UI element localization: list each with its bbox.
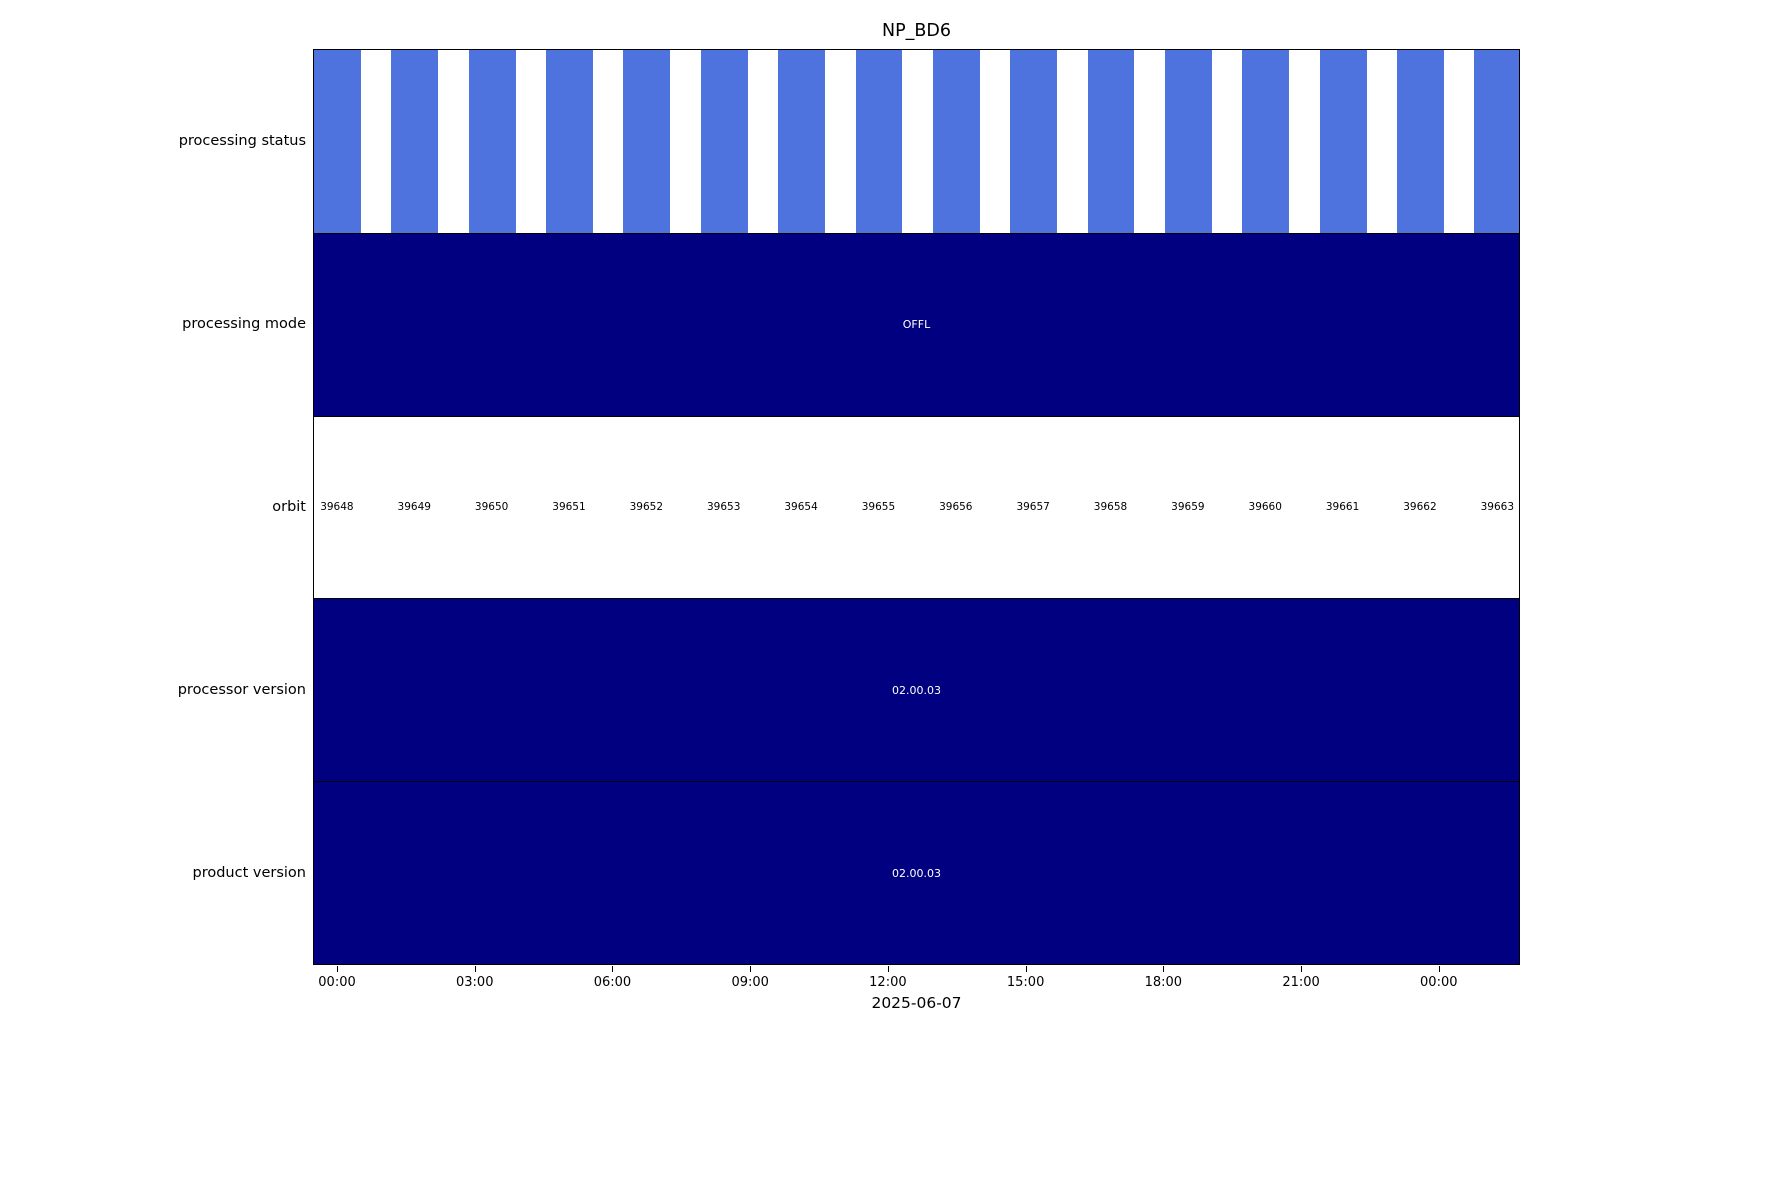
orbit-number: 39658 (1093, 501, 1128, 514)
status-bar-orbit-39662 (1397, 50, 1444, 233)
orbit-number: 39650 (474, 501, 509, 514)
status-bar-orbit-39661 (1319, 50, 1367, 233)
y-axis-label: processor version (177, 682, 306, 698)
y-axis-label: orbit (272, 499, 306, 515)
x-tick-mark (1438, 966, 1440, 972)
status-bar-orbit-39657 (1010, 50, 1058, 233)
processor-version-band-label: 02.00.03 (892, 683, 941, 697)
orbit-number: 39662 (1403, 501, 1437, 514)
x-tick-label: 09:00 (731, 975, 769, 990)
processing-mode-band-label: OFFL (902, 318, 931, 332)
status-bar-orbit-39649 (391, 50, 439, 233)
x-tick-label: 12:00 (869, 975, 907, 990)
x-tick-label: 18:00 (1144, 975, 1183, 990)
y-axis-label: product version (192, 865, 307, 881)
x-tick-mark (1163, 966, 1165, 972)
orbit-number: 39649 (397, 501, 431, 514)
x-tick-label: 06:00 (593, 975, 632, 990)
x-tick-mark (750, 966, 752, 972)
status-bar-orbit-39648 (314, 50, 361, 233)
orbit-number: 39656 (939, 501, 973, 514)
orbit-number: 39663 (1480, 501, 1514, 514)
status-bar-orbit-39656 (932, 50, 980, 233)
x-axis-date-label: 2025-06-07 (871, 994, 962, 1012)
orbit-number: 39654 (784, 501, 818, 514)
status-bar-orbit-39658 (1087, 50, 1135, 233)
status-bar-orbit-39653 (700, 50, 748, 233)
x-tick-label: 03:00 (456, 975, 494, 990)
chart-title: NP_BD6 (881, 21, 951, 41)
status-bar-orbit-39663 (1474, 50, 1519, 233)
x-tick-label: 00:00 (318, 975, 356, 990)
x-tick-label: 15:00 (1006, 975, 1045, 990)
orbit-number: 39652 (629, 501, 664, 514)
row-processing-mode: OFFL (314, 232, 1519, 416)
row-processor-version: 02.00.03 (314, 598, 1519, 782)
x-tick-mark (887, 966, 889, 972)
y-axis-label: processing mode (182, 316, 306, 332)
x-tick-label: 00:00 (1420, 975, 1458, 990)
orbit-number: 39655 (861, 501, 896, 514)
status-bar-orbit-39655 (855, 50, 903, 233)
orbit-number: 39659 (1171, 501, 1205, 514)
status-bar-orbit-39652 (623, 50, 671, 233)
status-bar-orbit-39660 (1242, 50, 1290, 233)
orbit-number: 39651 (552, 501, 586, 514)
orbit-number: 39653 (706, 501, 741, 514)
x-tick-mark (474, 966, 476, 972)
x-tick-mark (1301, 966, 1303, 972)
status-bar-orbit-39659 (1164, 50, 1212, 233)
plot-area: OFFL 39648 39649 39650 39651 39652 39653 39654… (313, 49, 1520, 965)
status-bar-orbit-39654 (778, 50, 826, 233)
orbit-number: 39648 (320, 501, 354, 514)
row-orbit: 39648 39649 39650 39651 39652 39653 39654 39655… (314, 415, 1519, 599)
orbit-number: 39657 (1016, 501, 1050, 514)
status-bar-orbit-39651 (546, 50, 593, 233)
product-version-band-label: 02.00.03 (892, 866, 941, 880)
status-bar-orbit-39650 (468, 50, 516, 233)
x-tick-mark (1025, 966, 1027, 972)
orbit-number: 39661 (1325, 501, 1360, 514)
y-axis-label: processing status (178, 133, 306, 149)
orbit-number: 39660 (1248, 501, 1282, 514)
x-tick-mark (337, 966, 339, 972)
row-processing-status (314, 50, 1519, 233)
x-tick-label: 21:00 (1282, 975, 1320, 990)
row-product-version: 02.00.03 (314, 781, 1519, 964)
x-tick-mark (612, 966, 614, 972)
